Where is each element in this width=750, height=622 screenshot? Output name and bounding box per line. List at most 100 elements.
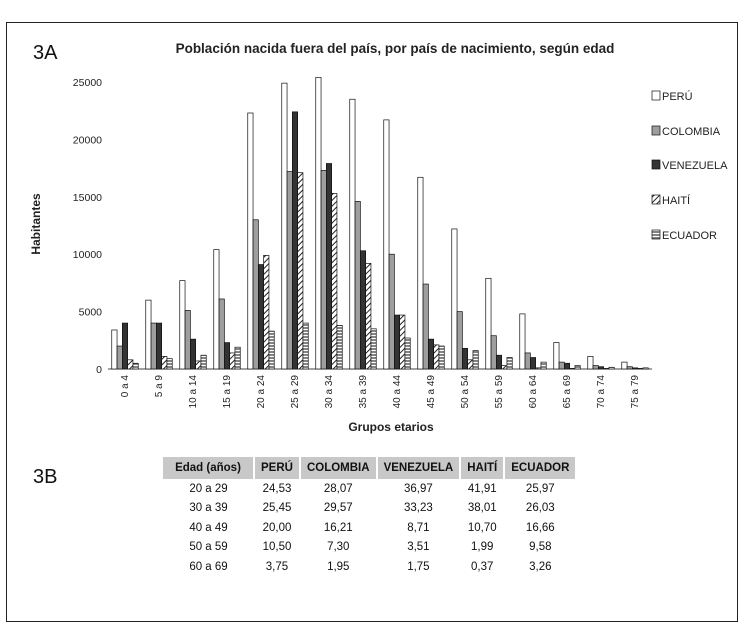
bar-4-15 xyxy=(642,367,649,370)
bar-4-12 xyxy=(540,361,547,370)
bar-0-14 xyxy=(587,356,594,370)
y-tick-label: 25000 xyxy=(73,77,102,89)
table-cell: 3,51 xyxy=(407,541,430,554)
chart-title: Población nacida fuera del país, por paí… xyxy=(176,41,615,56)
x-tick-label: 35 a 39 xyxy=(358,375,369,409)
table-cell: 50 a 59 xyxy=(189,541,228,554)
bar-0-15 xyxy=(621,361,628,370)
bar-0-12 xyxy=(519,313,526,370)
table-cell: 1,99 xyxy=(471,541,494,554)
bar-1-6 xyxy=(320,170,327,370)
table-cell: 29,57 xyxy=(323,502,353,515)
population-bar-chart: Población nacida fuera del país, por paí… xyxy=(29,41,728,434)
table-cell: 28,07 xyxy=(323,482,353,495)
bar-2-13 xyxy=(563,362,570,370)
bar-1-8 xyxy=(388,253,395,370)
x-tick-label: 25 a 29 xyxy=(290,375,301,409)
x-axis-label: Grupos etarios xyxy=(348,420,434,434)
bars xyxy=(111,77,649,370)
table-cell: 10,70 xyxy=(467,521,497,534)
percentage-table: Edad (años) PERÚ COLOMBIA VENEZUELA HAITÍ ECU… xyxy=(163,457,578,577)
legend-label: ECUADOR xyxy=(662,230,717,242)
bar-2-11 xyxy=(496,354,503,370)
bar-3-14 xyxy=(603,368,610,370)
bar-2-14 xyxy=(597,366,604,370)
table-cell: 40 a 49 xyxy=(189,521,228,534)
y-axis-label: Habitantes xyxy=(29,193,43,255)
bar-2-2 xyxy=(190,338,197,370)
bar-0-11 xyxy=(485,277,492,370)
y-tick-label: 0 xyxy=(96,364,102,376)
table-cell: 16,21 xyxy=(323,521,353,534)
bar-3-13 xyxy=(569,368,576,370)
bar-4-2 xyxy=(200,354,207,370)
bar-3-5 xyxy=(297,172,304,370)
bar-0-6 xyxy=(315,77,322,370)
table-cell: 24,53 xyxy=(262,482,292,495)
legend-label: COLOMBIA xyxy=(662,126,721,138)
bar-2-4 xyxy=(258,264,265,370)
table-cell: 36,97 xyxy=(404,482,433,495)
table-header-cell: ECUADOR xyxy=(504,457,578,479)
x-tick-label: 5 a 9 xyxy=(154,375,165,398)
bar-2-8 xyxy=(394,314,401,370)
table-header-cell: HAITÍ xyxy=(460,457,506,479)
table-row: 40 a 49 20,00 16,21 8,71 10,70 16,66 xyxy=(163,518,576,538)
bar-2-7 xyxy=(360,250,367,370)
y-tick-label: 20000 xyxy=(73,134,102,146)
bar-3-10 xyxy=(467,359,474,370)
y-tick-label: 5000 xyxy=(79,307,103,319)
x-tick-label: 55 a 59 xyxy=(494,375,505,409)
bar-0-4 xyxy=(247,112,254,370)
bar-0-9 xyxy=(417,176,424,370)
legend-label: HAITÍ xyxy=(662,194,691,207)
table-row: 30 a 39 25,45 29,57 33,23 38,01 26,03 xyxy=(163,499,576,519)
bar-2-12 xyxy=(529,357,536,370)
bar-3-3 xyxy=(229,352,236,370)
bar-4-8 xyxy=(404,337,411,370)
bar-4-7 xyxy=(370,328,377,370)
bar-3-15 xyxy=(637,368,644,370)
table-header-cell: VENEZUELA xyxy=(376,457,462,479)
bar-1-1 xyxy=(150,322,157,370)
table-cell: 3,26 xyxy=(529,560,552,573)
bar-0-5 xyxy=(281,82,288,370)
bar-0-3 xyxy=(213,249,220,370)
x-tick-label: 0 a 4 xyxy=(120,375,131,398)
bar-4-9 xyxy=(438,345,445,370)
bar-4-4 xyxy=(268,330,275,370)
bar-3-0 xyxy=(127,359,134,370)
bar-0-8 xyxy=(383,119,390,370)
x-tick-label: 10 a 14 xyxy=(188,375,199,409)
legend-label: PERÚ xyxy=(662,90,693,103)
bar-1-15 xyxy=(626,366,633,370)
x-tick-label: 70 a 74 xyxy=(596,375,607,409)
x-tick-label: 60 a 64 xyxy=(528,375,539,409)
bar-3-6 xyxy=(331,193,338,370)
table-cell: 7,30 xyxy=(327,541,350,554)
bar-3-4 xyxy=(263,254,270,370)
table-cell: 60 a 69 xyxy=(189,560,228,573)
bar-4-6 xyxy=(336,325,343,370)
table-cell: 10,50 xyxy=(262,541,292,554)
legend-swatch xyxy=(651,159,661,170)
table-cell: 38,01 xyxy=(467,502,497,515)
table-header-cell: Edad (años) xyxy=(163,457,255,479)
x-tick-label: 50 a 54 xyxy=(460,375,471,409)
table-cell: 25,97 xyxy=(525,482,555,495)
bar-4-0 xyxy=(132,362,139,370)
bar-2-10 xyxy=(462,347,469,370)
bar-0-1 xyxy=(145,299,152,370)
table-header-row: Edad (años) PERÚ COLOMBIA VENEZUELA HAITÍ ECU… xyxy=(163,457,578,479)
legend: PERÚ COLOMBIA VENEZUELA HAITÍ ECUADOR xyxy=(651,90,728,242)
x-tick-label: 45 a 49 xyxy=(426,375,437,409)
bar-0-2 xyxy=(179,280,186,370)
bar-0-10 xyxy=(451,228,458,370)
x-tick-label: 30 a 34 xyxy=(324,375,335,409)
bar-3-2 xyxy=(195,360,202,370)
bar-1-4 xyxy=(252,219,259,370)
bar-4-10 xyxy=(472,350,479,370)
bar-1-0 xyxy=(116,345,123,370)
bar-2-3 xyxy=(224,342,231,370)
bar-3-9 xyxy=(433,344,440,370)
